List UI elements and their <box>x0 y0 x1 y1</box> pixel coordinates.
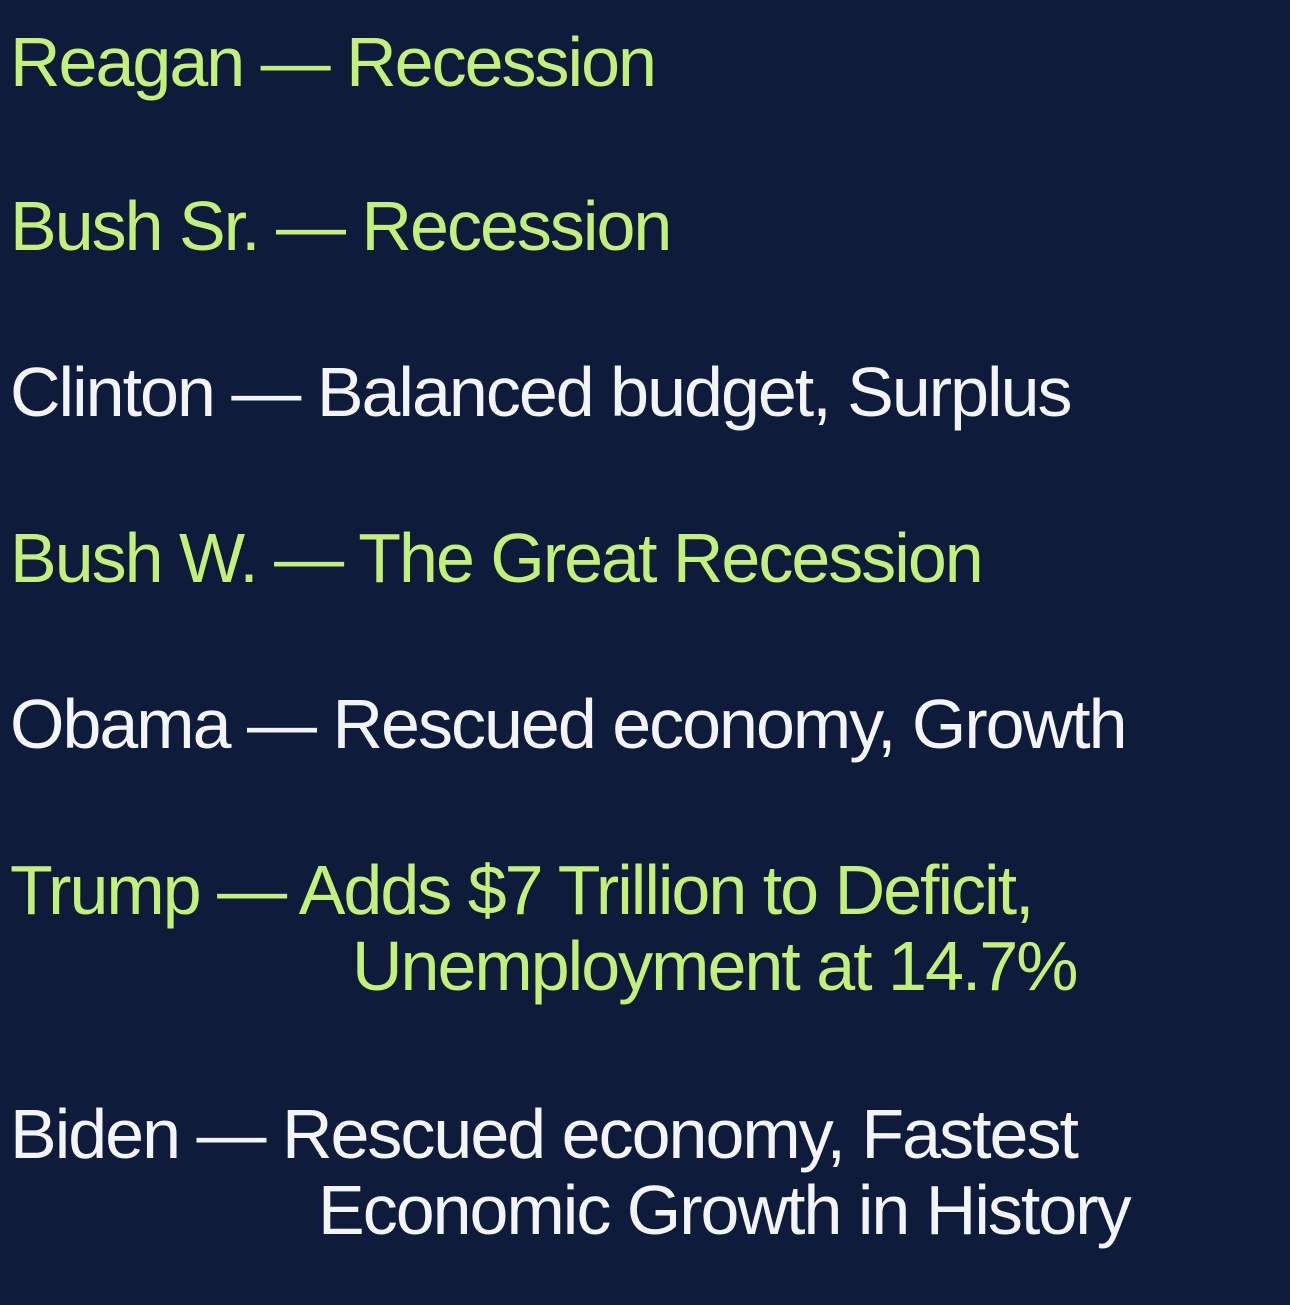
separator: — <box>247 685 317 763</box>
list-item-clinton: Clinton — Balanced budget, Surplus <box>10 353 1073 431</box>
outcome-text-continued: Unemployment at 14.7% <box>352 927 1079 1005</box>
president-name: Obama <box>10 685 232 763</box>
president-name: Bush Sr. <box>10 187 261 265</box>
list-item-bush-sr: Bush Sr. — Recession <box>10 187 673 265</box>
list-item-biden: Biden — Rescued economy, Fastest Economi… <box>10 1095 1132 1249</box>
list-item-obama: Obama — Rescued economy, Growth <box>10 685 1128 763</box>
separator: — <box>217 851 287 929</box>
outcome-text: The Great Recession <box>358 519 983 597</box>
outcome-text: Balanced budget, Surplus <box>316 353 1073 431</box>
outcome-text: Recession <box>361 187 673 265</box>
outcome-text: Rescued economy, Fastest <box>281 1095 1079 1173</box>
president-name: Bush W. <box>10 519 259 597</box>
president-name: Clinton <box>10 353 216 431</box>
separator: — <box>260 23 331 101</box>
outcome-text-continued: Economic Growth in History <box>318 1171 1132 1249</box>
list-item-trump: Trump — Adds $7 Trillion to Deficit, Une… <box>10 851 1079 1005</box>
president-name: Reagan <box>10 23 245 101</box>
outcome-text: Recession <box>346 23 657 101</box>
separator: — <box>231 353 301 431</box>
president-name: Trump <box>10 851 202 929</box>
list-item-reagan: Reagan — Recession <box>10 23 657 101</box>
list-item-bush-w: Bush W. — The Great Recession <box>10 519 984 597</box>
separator: — <box>196 1095 267 1173</box>
outcome-text: Rescued economy, Growth <box>332 685 1127 763</box>
president-name: Biden <box>10 1095 181 1173</box>
separator: — <box>274 519 344 597</box>
outcome-text: Adds $7 Trillion to Deficit, <box>298 851 1035 929</box>
separator: — <box>276 187 346 265</box>
